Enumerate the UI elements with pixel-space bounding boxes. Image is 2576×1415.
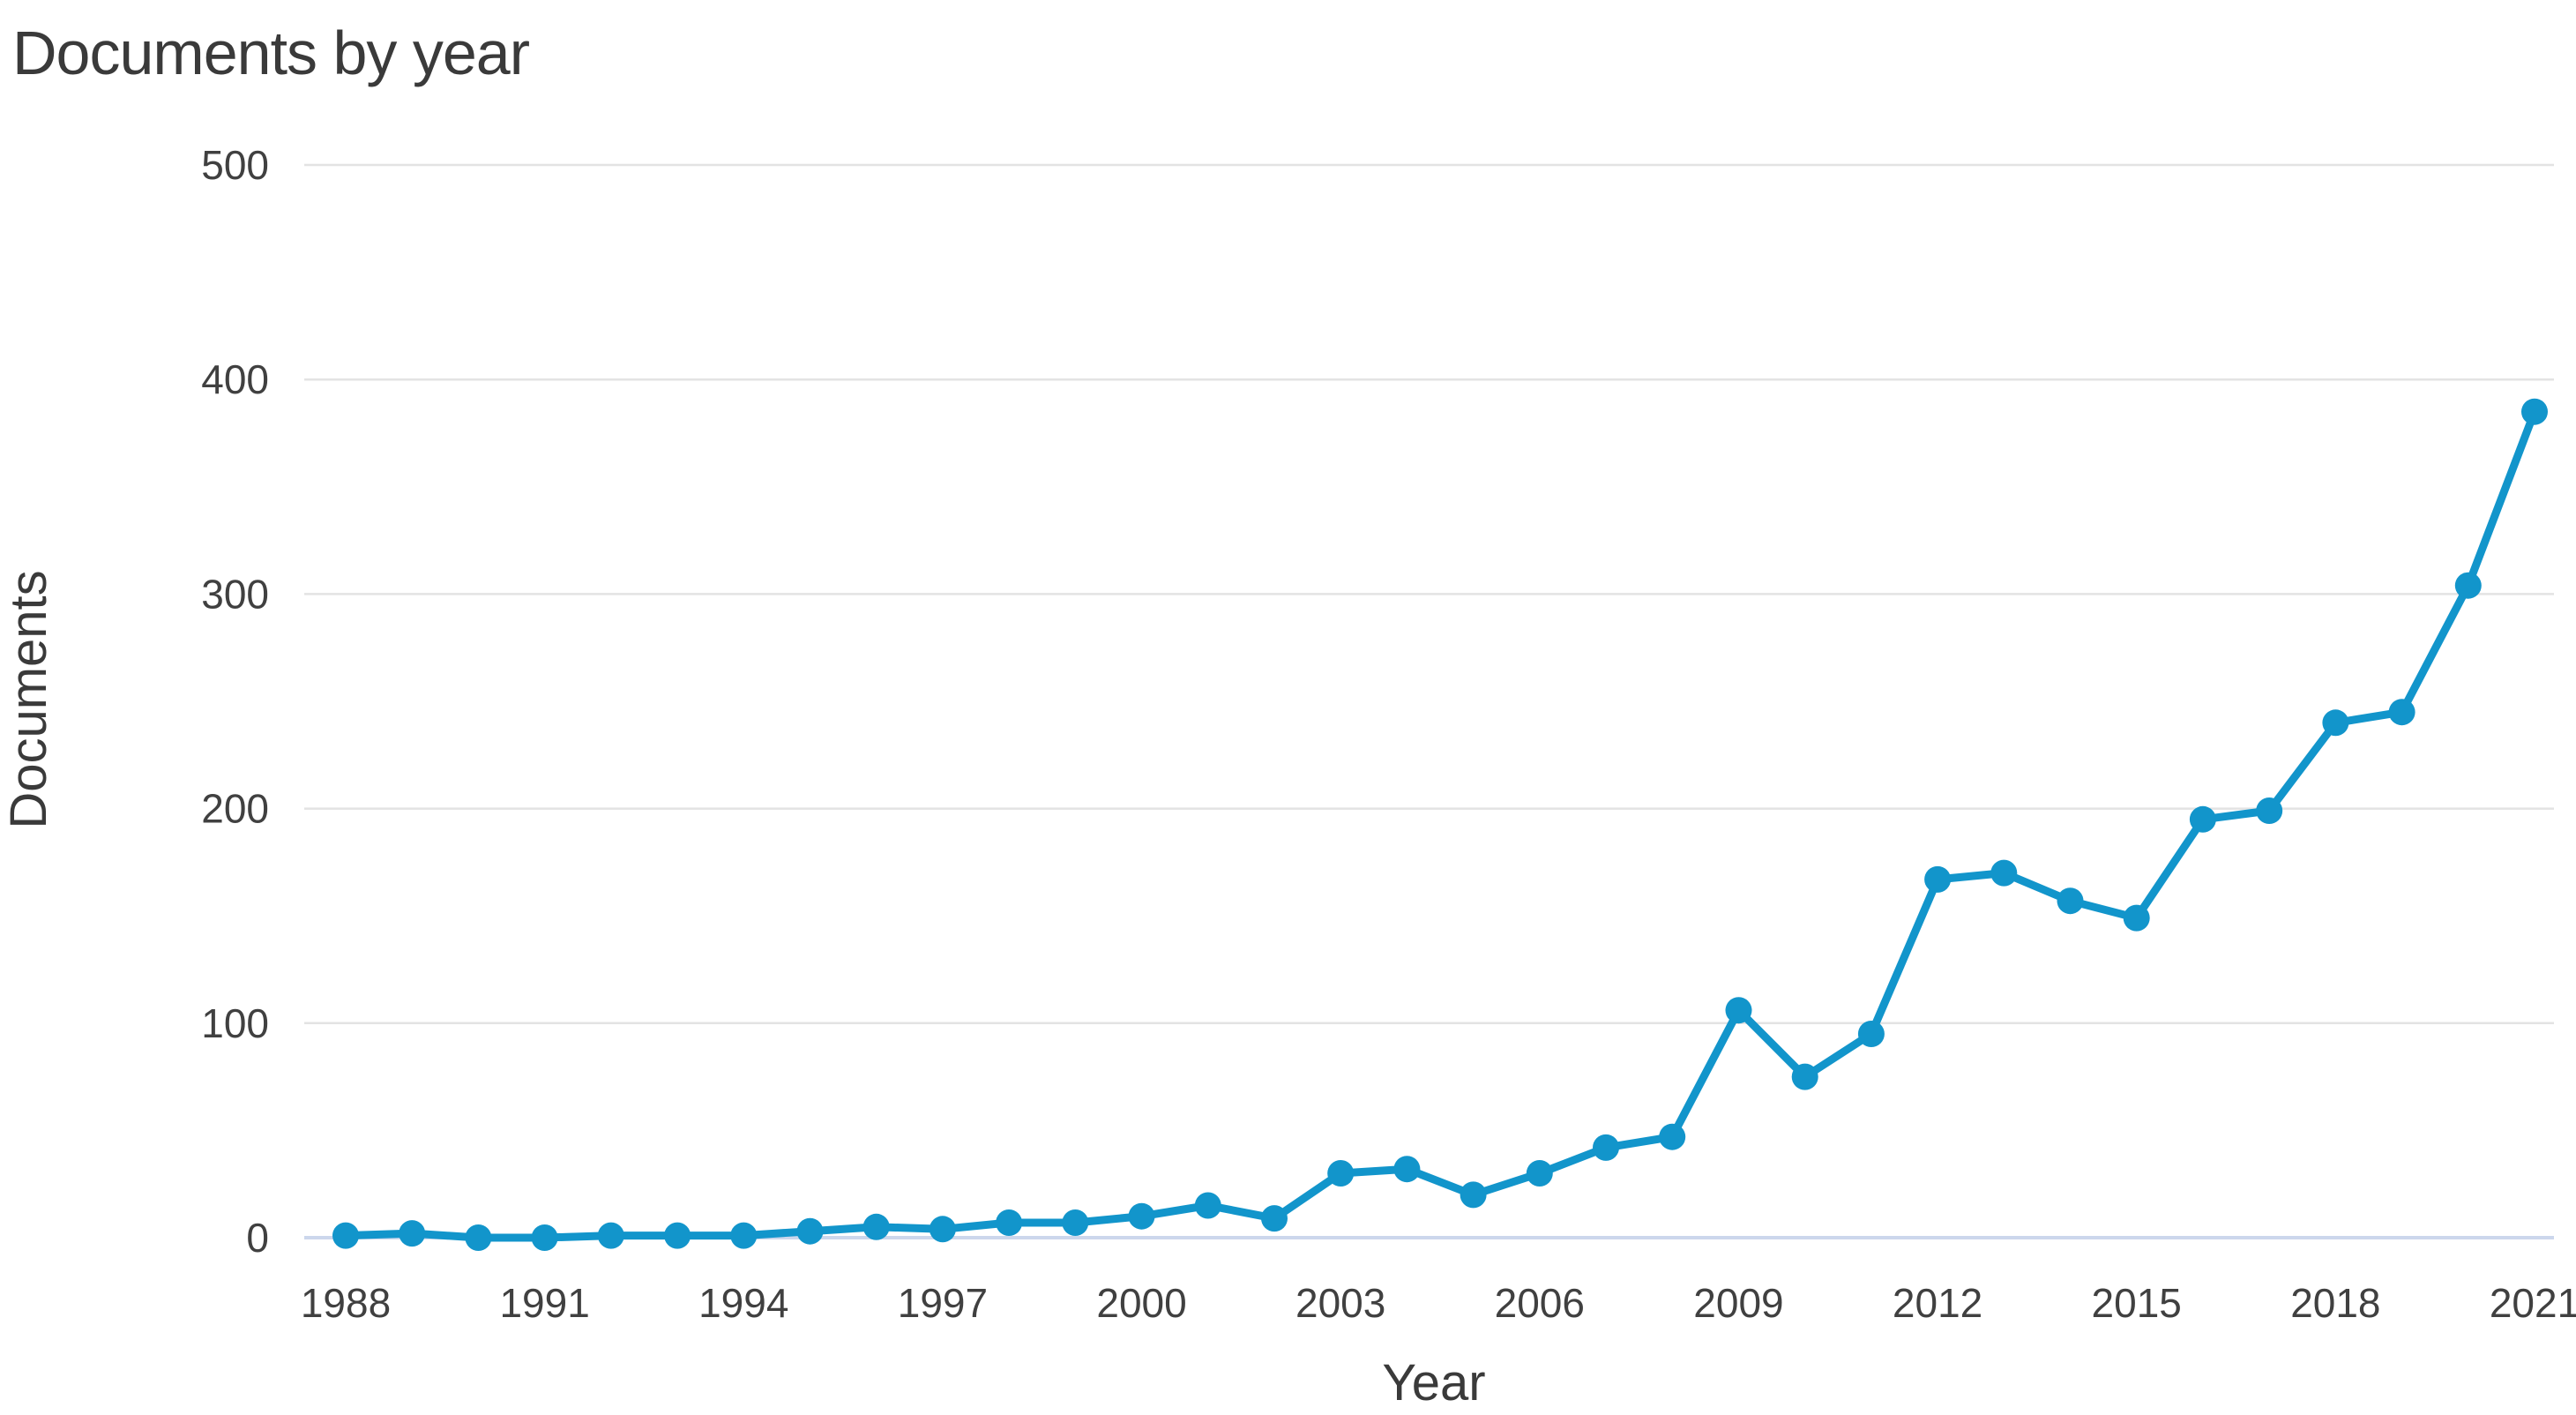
data-point-2010[interactable] bbox=[1791, 1063, 1818, 1090]
x-tick-label-2000: 2000 bbox=[1096, 1280, 1186, 1326]
x-tick-label-1994: 1994 bbox=[698, 1280, 788, 1326]
y-tick-label-400: 400 bbox=[201, 356, 269, 402]
y-tick-label-500: 500 bbox=[201, 142, 269, 188]
data-point-2013[interactable] bbox=[1990, 859, 2018, 887]
data-point-1991[interactable] bbox=[531, 1224, 558, 1251]
data-point-2018[interactable] bbox=[2322, 709, 2349, 737]
documents-series bbox=[332, 398, 2548, 1251]
data-point-1992[interactable] bbox=[597, 1222, 624, 1249]
data-point-2020[interactable] bbox=[2454, 572, 2482, 599]
x-tick-label-1997: 1997 bbox=[898, 1280, 988, 1326]
x-tick-label-2003: 2003 bbox=[1295, 1280, 1385, 1326]
y-tick-label-100: 100 bbox=[201, 1000, 269, 1046]
data-point-2015[interactable] bbox=[2123, 904, 2150, 932]
x-tick-label-2006: 2006 bbox=[1495, 1280, 1585, 1326]
y-tick-label-200: 200 bbox=[201, 786, 269, 832]
y-tick-label-0: 0 bbox=[246, 1215, 269, 1261]
data-point-2003[interactable] bbox=[1327, 1160, 1355, 1187]
data-point-2000[interactable] bbox=[1128, 1202, 1155, 1230]
data-point-1989[interactable] bbox=[399, 1220, 426, 1247]
data-point-1988[interactable] bbox=[332, 1222, 359, 1249]
data-point-1999[interactable] bbox=[1062, 1209, 1089, 1236]
data-point-2008[interactable] bbox=[1659, 1123, 1686, 1150]
data-point-1994[interactable] bbox=[730, 1222, 758, 1249]
gridlines bbox=[304, 163, 2554, 1239]
y-tick-label-300: 300 bbox=[201, 571, 269, 617]
data-point-2012[interactable] bbox=[1924, 865, 1952, 893]
data-point-2011[interactable] bbox=[1857, 1021, 1885, 1047]
x-tick-label-2009: 2009 bbox=[1693, 1280, 1783, 1326]
x-tick-label-2012: 2012 bbox=[1893, 1280, 1982, 1326]
data-point-2016[interactable] bbox=[2189, 805, 2216, 833]
x-tick-label-2018: 2018 bbox=[2290, 1280, 2380, 1326]
trend-line bbox=[341, 408, 2539, 1242]
y-axis-tick-labels: 0 100 200 300 400 500 bbox=[201, 142, 269, 1261]
data-point-2006[interactable] bbox=[1526, 1160, 1553, 1187]
data-point-2009[interactable] bbox=[1725, 997, 1752, 1024]
data-point-2019[interactable] bbox=[2388, 699, 2415, 726]
x-tick-label-2021: 2021 bbox=[2490, 1280, 2576, 1326]
data-point-2002[interactable] bbox=[1261, 1205, 1288, 1232]
chart-title: Documents by year bbox=[12, 19, 530, 87]
data-point-1990[interactable] bbox=[465, 1224, 492, 1251]
data-point-2004[interactable] bbox=[1393, 1156, 1421, 1183]
data-point-2007[interactable] bbox=[1593, 1134, 1619, 1161]
data-point-2001[interactable] bbox=[1194, 1192, 1221, 1219]
x-tick-label-1988: 1988 bbox=[301, 1280, 391, 1326]
data-point-2014[interactable] bbox=[2057, 887, 2084, 915]
x-tick-label-2015: 2015 bbox=[2092, 1280, 2182, 1326]
data-point-1998[interactable] bbox=[996, 1209, 1023, 1236]
data-point-2017[interactable] bbox=[2256, 797, 2283, 824]
data-point-2005[interactable] bbox=[1460, 1181, 1487, 1209]
x-tick-label-1991: 1991 bbox=[499, 1280, 589, 1326]
data-point-2021[interactable] bbox=[2521, 398, 2548, 425]
x-axis-tick-labels: 1988 1991 1994 1997 2000 2003 2006 2009 2012 2015… bbox=[301, 1280, 2576, 1326]
data-point-1996[interactable] bbox=[862, 1213, 890, 1240]
data-point-1995[interactable] bbox=[796, 1217, 824, 1245]
data-point-1997[interactable] bbox=[929, 1216, 956, 1243]
y-axis-title: Documents bbox=[0, 570, 57, 828]
data-point-1993[interactable] bbox=[664, 1222, 691, 1249]
x-axis-title: Year bbox=[1382, 1354, 1485, 1411]
